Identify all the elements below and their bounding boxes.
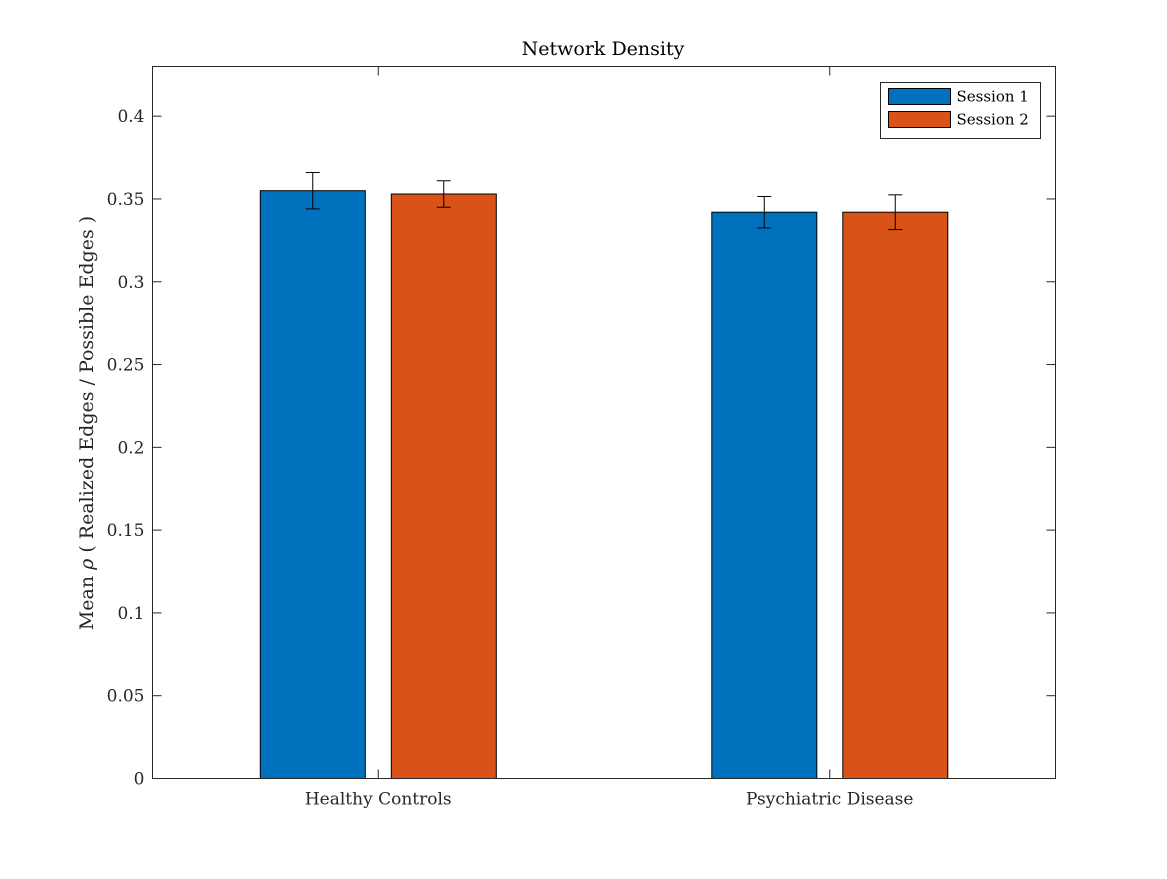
y-tick-labels: 0 0.05 0.1 0.15 0.2 0.25 0.3 0.35 0.4 <box>107 107 145 789</box>
x-tick-labels: Healthy Controls Psychiatric Disease <box>305 790 914 810</box>
y-tick-label-8: 0.35 <box>107 190 145 210</box>
y-tick-label-3: 0.1 <box>117 604 144 624</box>
y-tick-label-9: 0.4 <box>117 107 144 127</box>
y-axis-label-symbol: ρ <box>76 558 98 571</box>
bars-layer <box>259 190 949 779</box>
y-tick-label-1: 0 <box>134 770 145 790</box>
axes-box <box>152 66 1056 779</box>
y-axis-label-prefix: Mean <box>76 570 98 630</box>
y-axis-label-suffix: ( Realized Edges / Possible Edges ) <box>76 216 98 559</box>
bar-2-2 <box>842 211 949 779</box>
y-tick-label-4: 0.15 <box>107 521 145 541</box>
y-tick-label-2: 0.05 <box>107 687 145 707</box>
bar-2-1 <box>390 193 497 779</box>
legend-label-2: Session 2 <box>957 111 1029 129</box>
x-tick-label-2: Psychiatric Disease <box>746 790 913 810</box>
y-axis-label: Mean ρ ( Realized Edges / Possible Edges… <box>76 216 98 630</box>
x-tick-label-1: Healthy Controls <box>305 790 452 810</box>
error-bars-layer <box>305 171 903 231</box>
y-tick-label-6: 0.25 <box>107 356 145 376</box>
legend-swatch-2 <box>888 111 951 128</box>
legend-label-1: Session 1 <box>957 88 1029 106</box>
bar-1-2 <box>711 211 818 779</box>
y-tick-label-5: 0.2 <box>117 438 144 458</box>
chart-title: Network Density <box>522 38 685 60</box>
legend-swatch-1 <box>888 88 951 105</box>
bar-1-1 <box>259 190 366 779</box>
legend: Session 1 Session 2 <box>880 82 1041 139</box>
y-tick-label-7: 0.3 <box>117 273 144 293</box>
